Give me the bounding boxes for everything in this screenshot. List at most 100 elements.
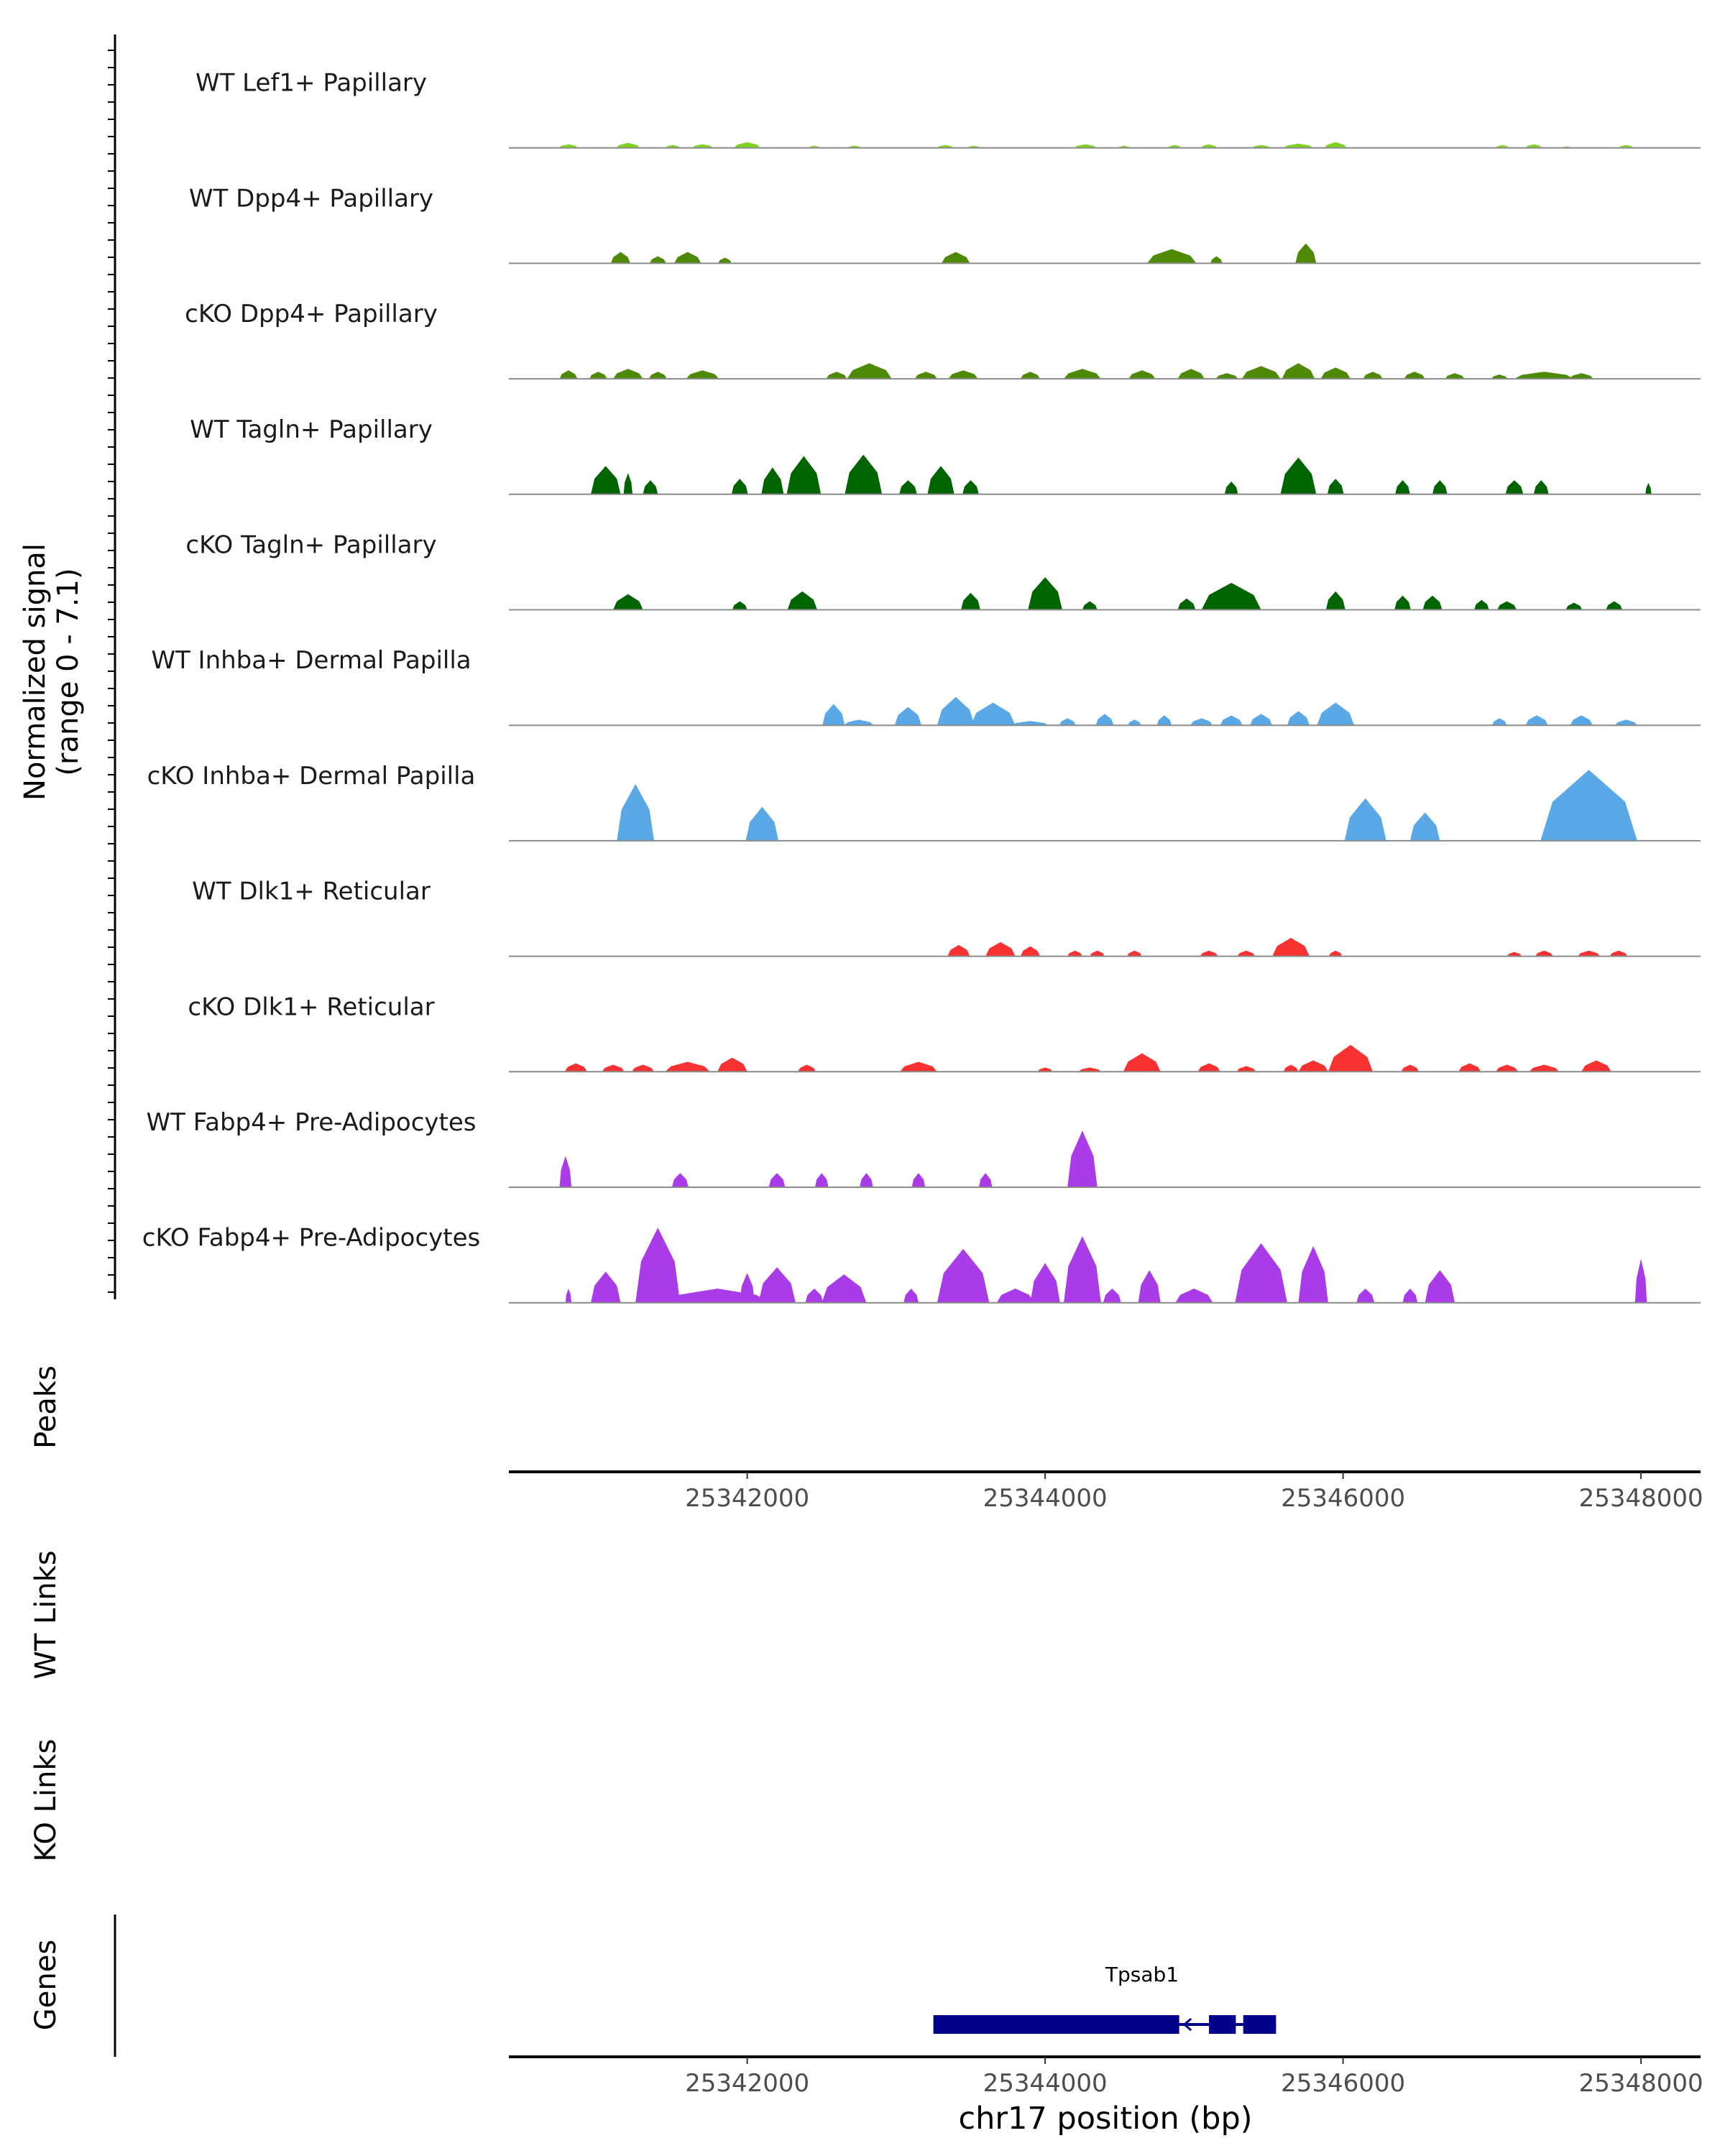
coverage-peak [589, 372, 607, 379]
coverage-peak [1095, 714, 1114, 726]
coverage-peak [1645, 483, 1652, 494]
coverage-peak [616, 142, 640, 148]
coverage-peak [691, 144, 713, 148]
coverage-peak [635, 1227, 681, 1303]
coverage-peak [937, 696, 975, 726]
coverage-peak [1200, 950, 1218, 957]
track: cKO Dpp4+ Papillary [185, 300, 1701, 380]
coverage-peak [942, 252, 970, 264]
track-label: WT Lef1+ Papillary [196, 69, 427, 98]
coverage-peak [1283, 1064, 1299, 1072]
x-tick-label: 25346000 [1281, 2069, 1405, 2098]
coverage-peak [1458, 1063, 1481, 1072]
coverage-peak [686, 370, 719, 379]
coverage-tracks: WT Lef1+ Papillary WT Dpp4+ Papillary cKO … [142, 69, 1701, 1304]
coverage-peak [1236, 1066, 1256, 1072]
coverage-peak [1220, 715, 1243, 726]
coverage-peak [623, 473, 633, 494]
coverage-peak [745, 806, 779, 841]
gene-exon [1243, 2015, 1276, 2034]
coverage-peak [1356, 1288, 1375, 1303]
coverage-peak [1090, 950, 1105, 957]
coverage-peak [733, 142, 761, 148]
coverage-peak [1197, 1063, 1220, 1072]
coverage-peak [962, 480, 979, 494]
y-axis-title: Normalized signal [19, 543, 52, 801]
coverage-peak [826, 372, 847, 379]
signal-axis-ticks [108, 50, 115, 1293]
coverage-peak [814, 1173, 829, 1187]
coverage-peak [1128, 370, 1156, 379]
coverage-peak [822, 704, 845, 726]
coverage-peak [602, 1064, 625, 1072]
coverage-peak [1409, 812, 1440, 841]
coverage-peak [1011, 721, 1049, 726]
coverage-peak [558, 144, 579, 148]
track: WT Dlk1+ Reticular [192, 877, 1701, 957]
track-label: WT Dpp4+ Papillary [189, 184, 433, 213]
coverage-peak [740, 1273, 755, 1303]
track: cKO Inhba+ Dermal Papilla [147, 762, 1701, 842]
coverage-peak [898, 480, 917, 494]
coverage-peak [911, 1173, 926, 1187]
track-label: WT Dlk1+ Reticular [192, 877, 431, 906]
coverage-peak [1506, 952, 1522, 957]
coverage-peak [1491, 374, 1508, 379]
coverage-peak [758, 1267, 796, 1303]
x-tick-label: 25344000 [983, 2069, 1108, 2098]
coverage-peak [1020, 946, 1040, 957]
coverage-peak [617, 784, 655, 841]
coverage-peak [564, 1063, 587, 1072]
coverage-peak [1535, 950, 1553, 957]
coverage-peak [1514, 372, 1574, 379]
coverage-peak [1324, 142, 1347, 148]
coverage-peak [1201, 583, 1261, 610]
x-tick-label: 25348000 [1579, 2069, 1703, 2098]
coverage-peak [768, 1173, 786, 1187]
coverage-peak [643, 480, 658, 494]
coverage-peak [1064, 1236, 1101, 1303]
coverage-peak [1497, 601, 1517, 610]
track: cKO Fabp4+ Pre-Adipocytes [142, 1224, 1701, 1304]
coverage-peak [1295, 243, 1317, 264]
coverage-peak [1283, 143, 1314, 148]
coverage-peak [1401, 1064, 1420, 1072]
gene-name-label: Tpsab1 [1105, 1963, 1179, 1986]
coverage-peak [996, 1288, 1034, 1303]
coverage-peak [1147, 249, 1197, 264]
x-tick-label: 25342000 [685, 2069, 809, 2098]
coverage-peak [1402, 1288, 1418, 1303]
coverage-peak [761, 467, 784, 494]
coverage-peak [847, 363, 892, 379]
coverage-peak [1328, 950, 1343, 957]
coverage-peak [1237, 950, 1256, 957]
coverage-peak [1067, 950, 1082, 957]
coverage-peak [1030, 1263, 1060, 1303]
strand-arrow-icon [1182, 2017, 1192, 2032]
coverage-peak [1529, 1064, 1560, 1072]
coverage-peak [1445, 373, 1465, 379]
coverage-peak [1505, 480, 1524, 494]
coverage-peak [590, 466, 621, 494]
wt-links-label: WT Links [29, 1550, 63, 1679]
coverage-peak [1569, 373, 1593, 379]
coverage-peak [1282, 363, 1315, 379]
track-label: WT Inhba+ Dermal Papilla [151, 646, 471, 675]
coverage-peak [798, 1064, 816, 1072]
coverage-peak [1328, 1044, 1374, 1072]
coverage-peak [1059, 718, 1076, 726]
coverage-peak [1156, 715, 1172, 726]
coverage-peak [631, 1064, 655, 1072]
coverage-peak [937, 1248, 990, 1303]
coverage-peak [1103, 1288, 1121, 1303]
coverage-peak [786, 456, 822, 494]
coverage-peak [1394, 595, 1411, 610]
coverage-peak [805, 1288, 824, 1303]
coverage-peak [1404, 372, 1425, 379]
coverage-peak [565, 1288, 572, 1303]
coverage-peak [1578, 950, 1601, 957]
gene-model: Tpsab1 [933, 1963, 1276, 2034]
coverage-peak [559, 370, 578, 379]
coverage-peak [613, 369, 643, 379]
coverage-peak [1280, 457, 1317, 494]
